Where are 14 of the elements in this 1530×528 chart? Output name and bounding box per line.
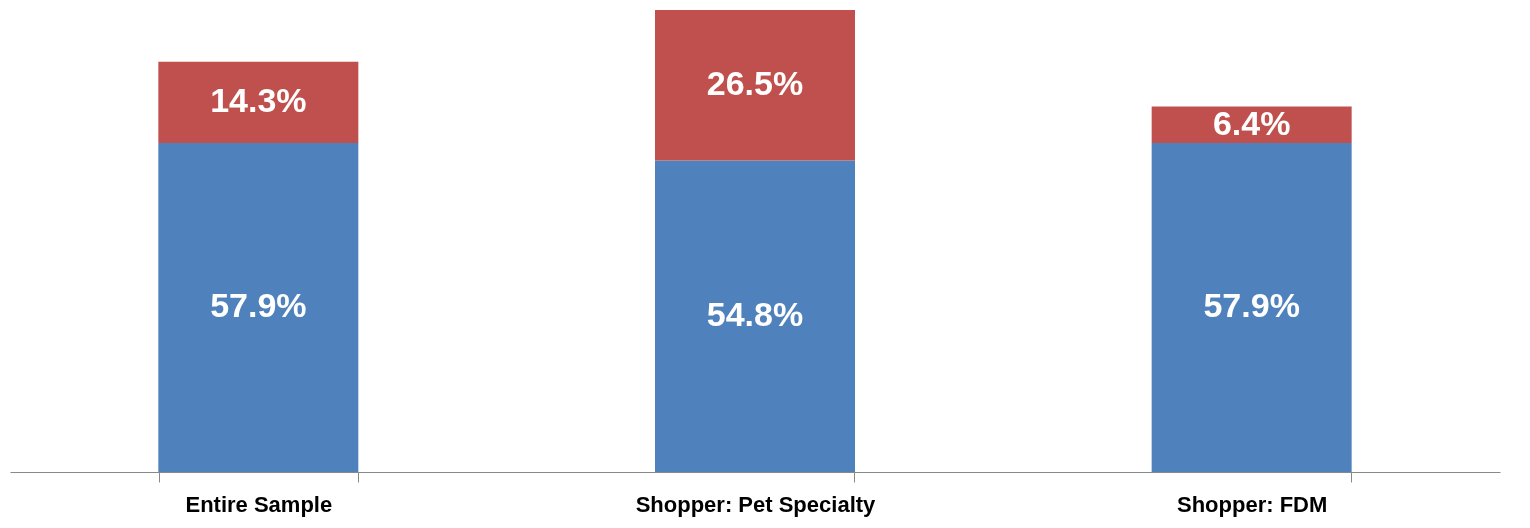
x-tick-label: Shopper: FDM [1177,491,1328,517]
bar [655,10,855,161]
bar [158,142,359,472]
bar [1151,142,1352,472]
data-label: 54.8% [706,295,804,334]
data-label: 26.5% [706,64,804,103]
x-tick-label: Entire Sample [185,491,333,517]
x-tick-label: Shopper: Pet Specialty [635,491,877,517]
data-label: 6.4% [1212,103,1291,142]
bar [655,160,855,472]
data-label: 57.9% [1203,286,1300,325]
data-label: 57.9% [210,286,307,325]
data-label: 14.3% [210,81,307,120]
bar [158,61,359,143]
